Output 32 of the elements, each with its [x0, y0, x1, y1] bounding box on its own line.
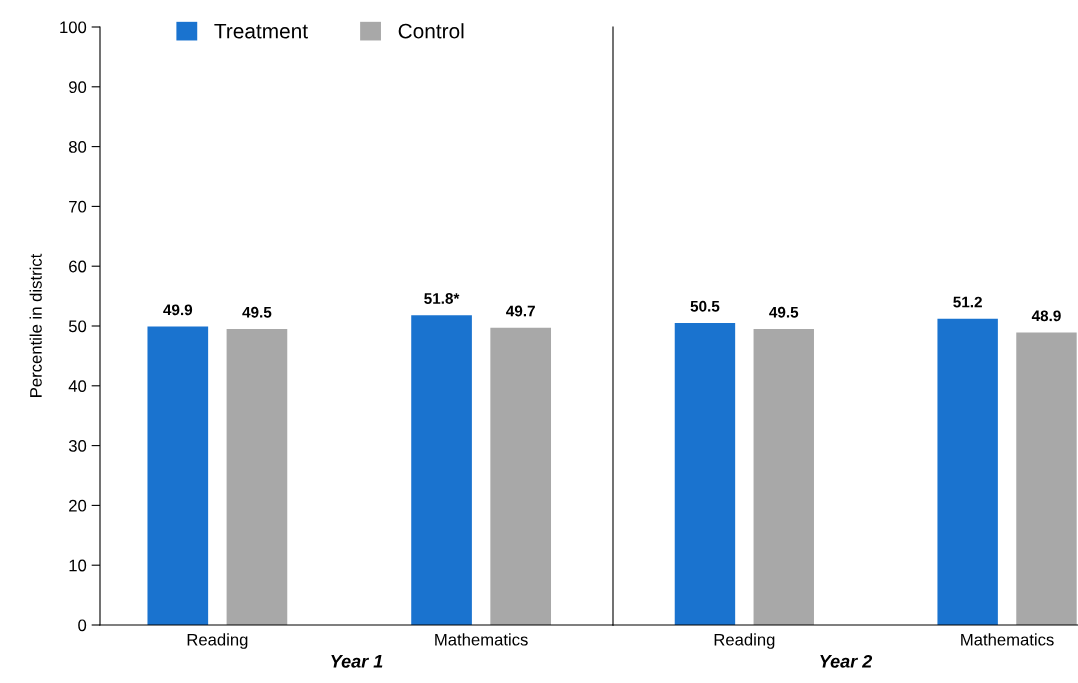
bar: [674, 323, 736, 625]
bar: [753, 328, 814, 625]
bar: [1016, 332, 1077, 625]
y-tick-label: 60: [69, 260, 87, 273]
y-tick-label: 80: [68, 141, 87, 153]
y-tick-label: 70: [69, 200, 87, 213]
data-label: 49.5: [242, 306, 272, 318]
x-tick-label: Reading: [714, 633, 775, 649]
data-label: 50.5: [690, 300, 720, 312]
data-label: 51.8*: [424, 293, 460, 304]
x-tick-label: Mathematics: [961, 633, 1054, 646]
y-tick-label: 10: [69, 559, 87, 572]
y-tick-label: 20: [69, 499, 87, 512]
y-axis-title: Percentile in district: [29, 253, 42, 397]
data-label: 48.9: [1031, 310, 1061, 322]
legend-label: Treatment: [214, 23, 308, 39]
x-axis-title: Year 2: [820, 654, 873, 668]
y-tick-label: 0: [78, 619, 87, 632]
x-tick-label: Reading: [187, 633, 248, 649]
legend-label: Control: [398, 23, 464, 39]
y-tick-label: 30: [68, 440, 87, 452]
y-tick-label: 50: [68, 320, 87, 333]
data-label: 49.7: [506, 305, 535, 317]
y-tick-label: 100: [60, 21, 87, 34]
bar: [937, 318, 998, 625]
y-tick-label: 40: [68, 380, 87, 392]
y-tick-label: 90: [69, 81, 87, 93]
data-label: 49.5: [769, 306, 799, 318]
x-axis-title: Year 1: [331, 655, 383, 668]
x-tick-label: Mathematics: [435, 633, 528, 646]
data-label: 51.2: [953, 296, 982, 308]
data-label: 49.9: [163, 304, 193, 316]
